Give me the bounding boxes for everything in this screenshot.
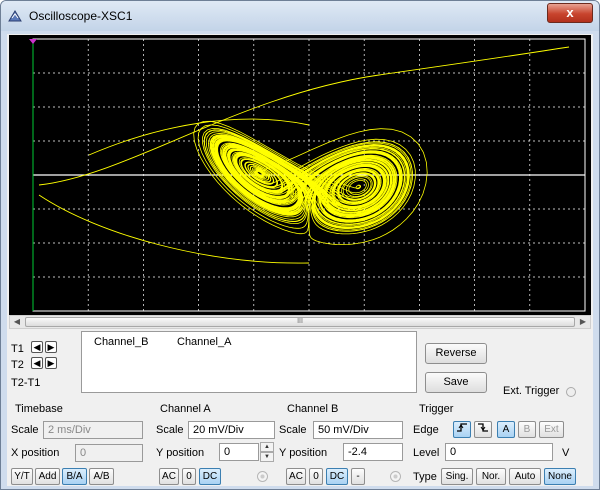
- t1-label: T1: [11, 343, 24, 355]
- readout-col-channel-a: Channel_A: [177, 336, 232, 348]
- scope-svg: [29, 38, 586, 312]
- transient-curve: [38, 194, 310, 264]
- trigger-single-button[interactable]: Sing.: [441, 468, 473, 485]
- trigger-auto-button[interactable]: Auto: [509, 468, 541, 485]
- channel-a-scale-field[interactable]: 20 mV/Div: [188, 421, 275, 439]
- t2-right-arrow-icon[interactable]: ▶: [45, 357, 57, 369]
- cursor-t1-marker: [29, 39, 37, 44]
- oscilloscope-body: ◀ III ▶ T1 ◀ ▶ T2 ◀ ▶ T2-T1 Channel_B Ch…: [7, 34, 593, 486]
- trigger-source-a-button[interactable]: A: [497, 421, 515, 438]
- mode-add-button[interactable]: Add: [35, 468, 60, 485]
- cursor-t2-row: T2 ◀ ▶: [11, 357, 81, 373]
- trigger-source-b-button[interactable]: B: [518, 421, 536, 438]
- spin-down-icon[interactable]: ▼: [260, 452, 274, 462]
- scroll-right-icon[interactable]: ▶: [579, 317, 587, 326]
- horizontal-scrollbar[interactable]: ◀ III ▶: [9, 315, 591, 329]
- cursor-t1-row: T1 ◀ ▶: [11, 341, 81, 357]
- channel-b-ypos-field[interactable]: -2.4: [343, 443, 403, 461]
- channel-b-zero-button[interactable]: 0: [309, 468, 323, 485]
- channel-b-invert-button[interactable]: -: [351, 468, 365, 485]
- trigger-normal-button[interactable]: Nor.: [476, 468, 506, 485]
- timebase-scale-field[interactable]: 2 ms/Div: [43, 421, 143, 439]
- cursor-t2t1-row: T2-T1: [11, 375, 81, 391]
- t2-left-arrow-icon[interactable]: ◀: [31, 357, 43, 369]
- cursor-readout-table: Channel_B Channel_A: [81, 331, 417, 393]
- trigger-type-label: Type: [413, 471, 437, 483]
- spin-up-icon[interactable]: ▲: [260, 442, 274, 452]
- trigger-title: Trigger: [419, 403, 454, 415]
- trigger-edge-label: Edge: [413, 424, 439, 436]
- trigger-level-field[interactable]: 0: [445, 443, 553, 461]
- transient-curve: [38, 46, 570, 186]
- close-button[interactable]: x: [547, 3, 593, 23]
- channel-a-title: Channel A: [160, 403, 211, 415]
- ext-trigger-label: Ext. Trigger: [503, 385, 560, 397]
- save-button[interactable]: Save: [425, 372, 487, 393]
- mode-ba-button[interactable]: B/A: [62, 468, 87, 485]
- channel-b-title: Channel B: [287, 403, 339, 415]
- trigger-source-ext-button[interactable]: Ext: [539, 421, 564, 438]
- channel-a-radio[interactable]: [257, 471, 268, 482]
- t1-right-arrow-icon[interactable]: ▶: [45, 341, 57, 353]
- channel-b-radio[interactable]: [390, 471, 401, 482]
- trigger-none-button[interactable]: None: [544, 468, 576, 485]
- scope-display: [9, 35, 591, 315]
- channel-a-dc-button[interactable]: DC: [199, 468, 221, 485]
- oscilloscope-icon: [8, 10, 22, 22]
- channel-b-scale-field[interactable]: 50 mV/Div: [313, 421, 403, 439]
- channel-b-scale-label: Scale: [279, 424, 307, 436]
- ext-trigger-radio[interactable]: [566, 387, 576, 397]
- channel-a-ypos-label: Y position: [156, 447, 205, 459]
- timebase-xpos-label: X position: [11, 447, 60, 459]
- t1-left-arrow-icon[interactable]: ◀: [31, 341, 43, 353]
- t2-label: T2: [11, 359, 24, 371]
- channel-b-ac-button[interactable]: AC: [286, 468, 306, 485]
- channel-a-ac-button[interactable]: AC: [159, 468, 179, 485]
- cursor-panel: T1 ◀ ▶ T2 ◀ ▶ T2-T1: [9, 331, 81, 393]
- channel-a-ypos-field[interactable]: 0: [219, 443, 259, 461]
- t2t1-label: T2-T1: [11, 377, 41, 389]
- channel-b-ypos-label: Y position: [279, 447, 328, 459]
- channel-a-ypos-spinner[interactable]: ▲ ▼: [260, 442, 274, 462]
- edge-falling-icon[interactable]: [474, 421, 492, 438]
- trigger-level-label: Level: [413, 447, 440, 459]
- timebase-scale-label: Scale: [11, 424, 39, 436]
- trigger-level-unit: V: [562, 447, 570, 459]
- mode-ab-button[interactable]: A/B: [89, 468, 114, 485]
- scroll-left-icon[interactable]: ◀: [13, 317, 21, 326]
- channel-a-zero-button[interactable]: 0: [182, 468, 196, 485]
- title-bar[interactable]: Oscilloscope-XSC1 x: [1, 1, 599, 31]
- transient-curve: [88, 118, 310, 156]
- lissajous-trace: [38, 46, 570, 264]
- timebase-xpos-field[interactable]: 0: [75, 444, 143, 462]
- channel-b-dc-button[interactable]: DC: [326, 468, 348, 485]
- readout-col-channel-b: Channel_B: [94, 336, 149, 348]
- timebase-title: Timebase: [15, 403, 63, 415]
- mode-yt-button[interactable]: Y/T: [11, 468, 33, 485]
- window-title: Oscilloscope-XSC1: [29, 9, 133, 23]
- attractor-curve: [193, 120, 428, 246]
- reverse-button[interactable]: Reverse: [425, 343, 487, 364]
- scroll-thumb[interactable]: III: [25, 317, 575, 327]
- channel-a-scale-label: Scale: [156, 424, 184, 436]
- edge-rising-icon[interactable]: [453, 421, 471, 438]
